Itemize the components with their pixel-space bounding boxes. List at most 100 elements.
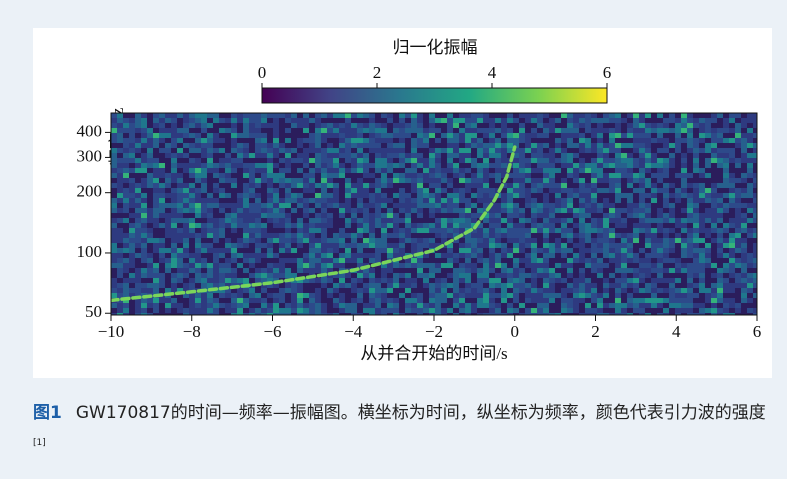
noise-cell (243, 238, 249, 243)
noise-cell (699, 163, 705, 168)
noise-cell (645, 243, 651, 248)
noise-cell (321, 208, 327, 213)
noise-cell (195, 273, 201, 278)
noise-cell (357, 168, 363, 173)
noise-cell (399, 213, 405, 218)
noise-cell (117, 268, 123, 273)
noise-cell (669, 268, 675, 273)
noise-cell (399, 113, 405, 118)
noise-cell (129, 248, 135, 253)
noise-cell (753, 218, 759, 223)
noise-cell (711, 203, 717, 208)
noise-cell (645, 188, 651, 193)
noise-cell (579, 173, 585, 178)
noise-cell (387, 118, 393, 123)
noise-cell (519, 138, 525, 143)
noise-cell (549, 198, 555, 203)
noise-cell (729, 148, 735, 153)
noise-cell (321, 173, 327, 178)
noise-cell (447, 118, 453, 123)
noise-cell (153, 233, 159, 238)
noise-cell (279, 158, 285, 163)
noise-cell (489, 143, 495, 148)
noise-cell (375, 268, 381, 273)
noise-cell (147, 308, 153, 313)
noise-cell (291, 263, 297, 268)
noise-cell (705, 278, 711, 283)
noise-cell (699, 183, 705, 188)
noise-cell (297, 258, 303, 263)
noise-cell (513, 283, 519, 288)
noise-cell (189, 203, 195, 208)
noise-cell (345, 218, 351, 223)
noise-cell (441, 258, 447, 263)
noise-cell (495, 298, 501, 303)
noise-cell (261, 268, 267, 273)
noise-cell (195, 153, 201, 158)
noise-cell (483, 283, 489, 288)
noise-cell (129, 113, 135, 118)
noise-cell (213, 258, 219, 263)
noise-cell (537, 253, 543, 258)
noise-cell (603, 183, 609, 188)
noise-cell (267, 173, 273, 178)
noise-cell (699, 298, 705, 303)
noise-cell (735, 253, 741, 258)
noise-cell (297, 158, 303, 163)
noise-cell (501, 268, 507, 273)
noise-cell (543, 233, 549, 238)
noise-cell (153, 198, 159, 203)
noise-cell (219, 143, 225, 148)
noise-cell (741, 173, 747, 178)
noise-cell (123, 183, 129, 188)
noise-cell (123, 123, 129, 128)
noise-cell (141, 228, 147, 233)
noise-cell (441, 118, 447, 123)
noise-cell (117, 153, 123, 158)
noise-cell (429, 308, 435, 313)
noise-cell (531, 308, 537, 313)
noise-cell (591, 123, 597, 128)
noise-cell (447, 293, 453, 298)
noise-cell (579, 163, 585, 168)
noise-cell (165, 138, 171, 143)
noise-cell (213, 238, 219, 243)
noise-cell (693, 133, 699, 138)
noise-cell (513, 288, 519, 293)
noise-cell (597, 133, 603, 138)
noise-cell (291, 268, 297, 273)
noise-cell (171, 138, 177, 143)
noise-cell (297, 248, 303, 253)
noise-cell (375, 113, 381, 118)
noise-cell (453, 123, 459, 128)
noise-cell (213, 303, 219, 308)
noise-cell (561, 153, 567, 158)
noise-cell (327, 138, 333, 143)
noise-cell (621, 193, 627, 198)
noise-cell (267, 203, 273, 208)
noise-cell (567, 143, 573, 148)
noise-cell (231, 198, 237, 203)
noise-cell (189, 153, 195, 158)
noise-cell (411, 298, 417, 303)
caption-ref: [1] (33, 438, 46, 448)
noise-cell (267, 263, 273, 268)
noise-cell (441, 153, 447, 158)
noise-cell (399, 168, 405, 173)
noise-cell (333, 253, 339, 258)
noise-cell (519, 218, 525, 223)
noise-cell (369, 238, 375, 243)
noise-cell (315, 258, 321, 263)
noise-cell (717, 118, 723, 123)
noise-cell (363, 278, 369, 283)
noise-cell (357, 143, 363, 148)
noise-cell (453, 243, 459, 248)
noise-cell (435, 203, 441, 208)
noise-cell (141, 298, 147, 303)
noise-cell (753, 238, 759, 243)
noise-cell (681, 138, 687, 143)
noise-cell (633, 168, 639, 173)
noise-cell (471, 153, 477, 158)
noise-cell (171, 268, 177, 273)
noise-cell (561, 228, 567, 233)
